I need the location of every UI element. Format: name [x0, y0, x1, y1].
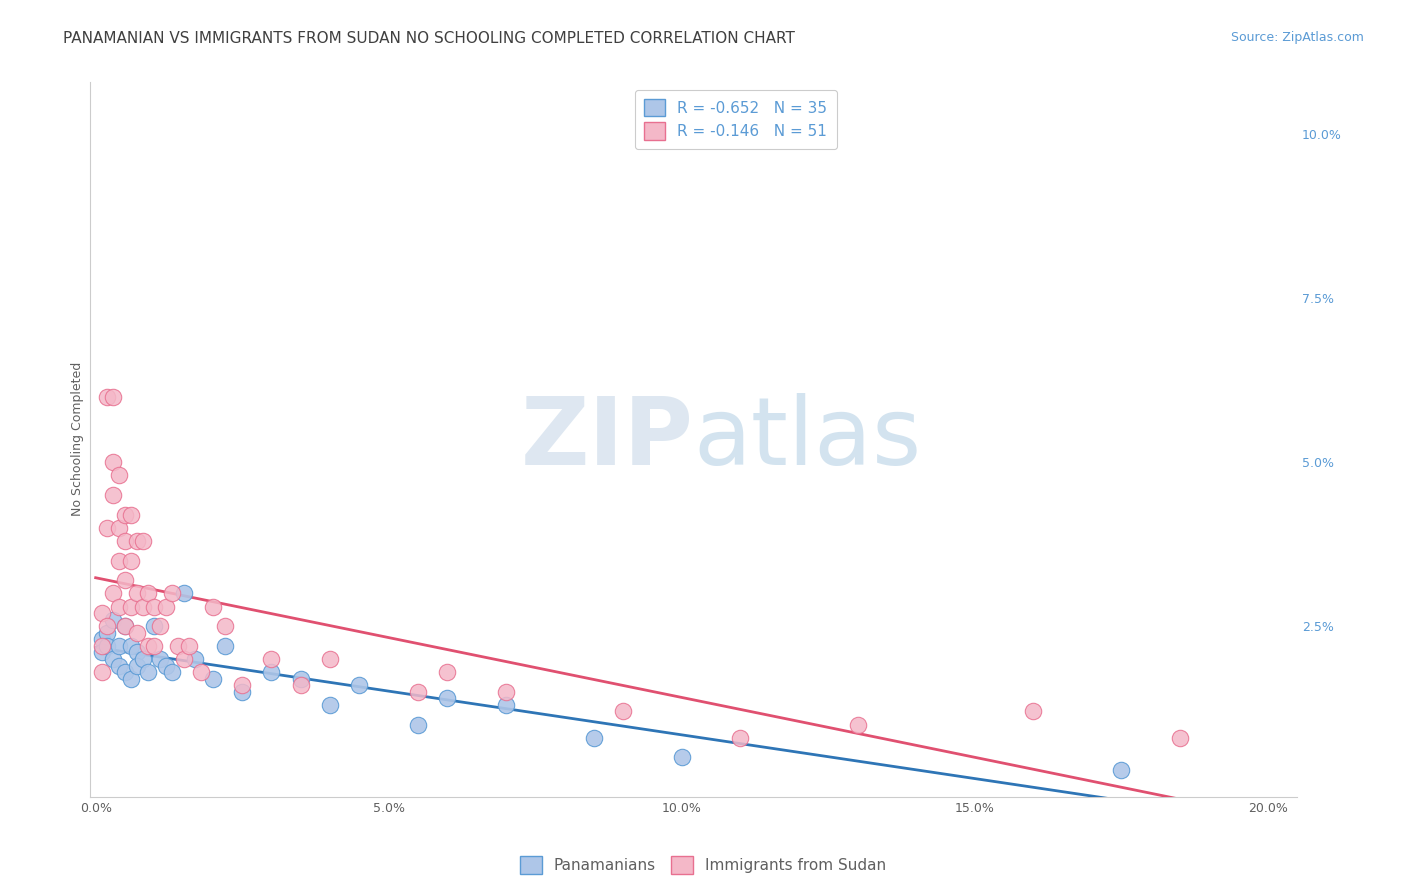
- Point: [436, 665, 458, 679]
- Point: [260, 652, 283, 666]
- Point: [671, 750, 693, 764]
- Point: [120, 599, 142, 614]
- Point: [108, 599, 131, 614]
- Point: [290, 672, 312, 686]
- Point: [90, 645, 112, 659]
- Point: [103, 652, 125, 666]
- Point: [90, 665, 112, 679]
- Point: [114, 574, 136, 588]
- Point: [108, 658, 131, 673]
- Point: [214, 639, 236, 653]
- Point: [155, 658, 177, 673]
- Point: [173, 652, 195, 666]
- Point: [179, 639, 201, 653]
- Y-axis label: No Schooling Completed: No Schooling Completed: [72, 362, 84, 516]
- Point: [120, 553, 142, 567]
- Legend: Panamanians, Immigrants from Sudan: Panamanians, Immigrants from Sudan: [515, 850, 891, 880]
- Point: [114, 619, 136, 633]
- Point: [349, 678, 371, 692]
- Point: [173, 586, 195, 600]
- Point: [160, 586, 183, 600]
- Text: Source: ZipAtlas.com: Source: ZipAtlas.com: [1230, 31, 1364, 45]
- Point: [114, 665, 136, 679]
- Point: [406, 685, 429, 699]
- Point: [160, 665, 183, 679]
- Point: [143, 599, 166, 614]
- Point: [201, 599, 224, 614]
- Point: [90, 632, 112, 647]
- Text: ZIP: ZIP: [520, 393, 693, 485]
- Point: [120, 508, 142, 522]
- Point: [103, 586, 125, 600]
- Point: [114, 533, 136, 548]
- Point: [96, 390, 118, 404]
- Text: PANAMANIAN VS IMMIGRANTS FROM SUDAN NO SCHOOLING COMPLETED CORRELATION CHART: PANAMANIAN VS IMMIGRANTS FROM SUDAN NO S…: [63, 31, 796, 46]
- Point: [846, 717, 869, 731]
- Point: [103, 613, 125, 627]
- Point: [114, 619, 136, 633]
- Point: [96, 619, 118, 633]
- Point: [166, 639, 188, 653]
- Point: [495, 698, 517, 712]
- Point: [131, 599, 153, 614]
- Point: [103, 390, 125, 404]
- Point: [190, 665, 212, 679]
- Point: [120, 672, 142, 686]
- Point: [319, 698, 342, 712]
- Point: [138, 665, 160, 679]
- Point: [108, 553, 131, 567]
- Point: [143, 619, 166, 633]
- Point: [96, 625, 118, 640]
- Point: [406, 717, 429, 731]
- Point: [730, 731, 752, 745]
- Point: [138, 586, 160, 600]
- Point: [108, 639, 131, 653]
- Point: [125, 658, 148, 673]
- Point: [108, 468, 131, 483]
- Point: [114, 508, 136, 522]
- Point: [125, 533, 148, 548]
- Legend: R = -0.652   N = 35, R = -0.146   N = 51: R = -0.652 N = 35, R = -0.146 N = 51: [634, 89, 837, 149]
- Point: [290, 678, 312, 692]
- Point: [184, 652, 207, 666]
- Point: [495, 685, 517, 699]
- Point: [125, 625, 148, 640]
- Point: [582, 731, 605, 745]
- Point: [138, 639, 160, 653]
- Point: [143, 639, 166, 653]
- Point: [1168, 731, 1191, 745]
- Point: [103, 455, 125, 469]
- Point: [231, 685, 253, 699]
- Point: [90, 639, 112, 653]
- Point: [201, 672, 224, 686]
- Point: [612, 705, 634, 719]
- Point: [131, 652, 153, 666]
- Point: [96, 639, 118, 653]
- Point: [260, 665, 283, 679]
- Point: [155, 599, 177, 614]
- Point: [231, 678, 253, 692]
- Point: [436, 691, 458, 706]
- Point: [125, 645, 148, 659]
- Point: [90, 606, 112, 620]
- Point: [125, 586, 148, 600]
- Point: [149, 619, 172, 633]
- Point: [1109, 764, 1132, 778]
- Point: [120, 639, 142, 653]
- Point: [108, 521, 131, 535]
- Point: [149, 652, 172, 666]
- Point: [96, 521, 118, 535]
- Point: [1022, 705, 1045, 719]
- Point: [131, 533, 153, 548]
- Point: [103, 488, 125, 502]
- Text: atlas: atlas: [693, 393, 922, 485]
- Point: [319, 652, 342, 666]
- Point: [214, 619, 236, 633]
